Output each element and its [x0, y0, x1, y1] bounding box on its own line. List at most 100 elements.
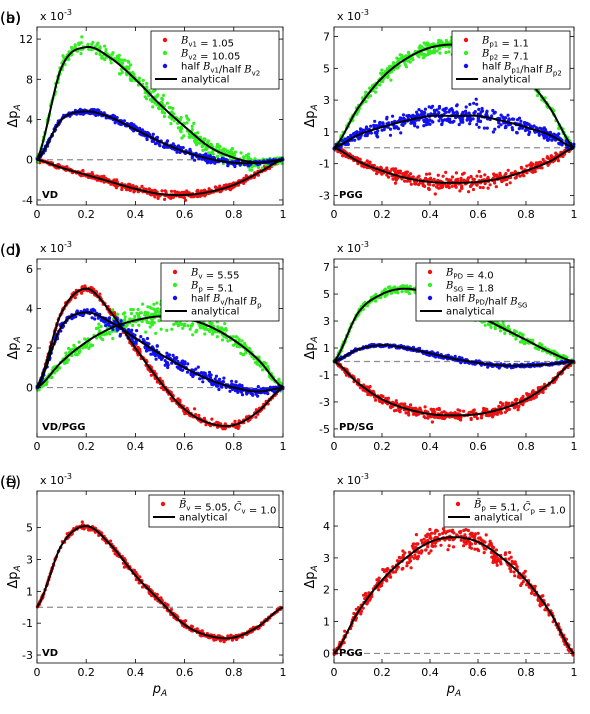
data-point: [230, 380, 233, 383]
data-point: [405, 114, 408, 117]
data-point: [528, 131, 531, 134]
data-point: [189, 135, 192, 138]
data-point: [228, 390, 231, 393]
data-point: [428, 188, 431, 191]
data-point: [241, 339, 244, 342]
data-point: [146, 138, 149, 141]
data-point: [151, 313, 154, 316]
data-point: [478, 170, 481, 173]
data-point: [148, 321, 151, 324]
y-tick-label: 3: [323, 94, 330, 107]
data-point: [110, 61, 113, 64]
data-point: [203, 332, 206, 335]
data-point: [78, 341, 81, 344]
data-point: [522, 174, 525, 177]
y-tick-label: -4: [22, 194, 33, 207]
data-point: [516, 118, 519, 121]
data-point: [156, 93, 159, 96]
data-point: [507, 169, 510, 172]
data-point: [82, 314, 85, 317]
y-axis-label: ΔpA: [6, 336, 23, 359]
x-tick-label: 0: [34, 440, 41, 453]
data-point: [127, 61, 130, 64]
data-point: [214, 185, 217, 188]
data-point: [435, 185, 438, 188]
data-point: [167, 363, 170, 366]
data-point: [81, 169, 84, 172]
data-point: [467, 117, 470, 120]
x-tick-label: 0.8: [517, 208, 535, 221]
data-point: [130, 329, 133, 332]
legend-dot-marker: [173, 283, 177, 287]
data-point: [540, 166, 543, 169]
data-point: [399, 116, 402, 119]
data-point: [436, 49, 439, 52]
data-point: [412, 122, 415, 125]
data-point: [133, 315, 136, 318]
data-point: [446, 184, 449, 187]
data-point: [479, 186, 482, 189]
data-point: [182, 134, 185, 137]
legend-dot-marker: [173, 296, 177, 300]
data-point: [469, 175, 472, 178]
data-point: [157, 197, 160, 200]
x-tick-label: 0.4: [127, 208, 145, 221]
data-point: [194, 330, 197, 333]
data-point: [226, 149, 229, 152]
data-point: [192, 122, 195, 125]
data-point: [487, 187, 490, 190]
data-point: [193, 407, 196, 410]
data-point: [167, 196, 170, 199]
data-point: [234, 151, 237, 154]
data-point: [206, 328, 209, 331]
data-point: [229, 149, 232, 152]
data-point: [417, 183, 420, 186]
data-point: [472, 117, 475, 120]
data-point: [177, 397, 180, 400]
x-tick-label: 0.6: [176, 440, 194, 453]
panel-letter: (b): [0, 9, 21, 27]
data-point: [511, 128, 514, 131]
data-point: [100, 325, 103, 328]
data-point: [221, 338, 224, 341]
data-point: [478, 126, 481, 129]
data-point: [193, 159, 196, 162]
y-axis-label: ΔpA: [303, 104, 320, 127]
data-point: [437, 174, 440, 177]
data-point: [179, 126, 182, 129]
data-point: [197, 366, 200, 369]
data-point: [144, 311, 147, 314]
data-point: [91, 316, 94, 319]
data-point: [392, 167, 395, 170]
data-point: [448, 109, 451, 112]
data-point: [396, 126, 399, 129]
data-point: [164, 364, 167, 367]
data-point: [111, 337, 114, 340]
data-point: [389, 79, 392, 82]
data-point: [215, 375, 218, 378]
data-point: [378, 83, 381, 86]
data-point: [402, 113, 405, 116]
data-point: [417, 175, 420, 178]
data-point: [217, 388, 220, 391]
data-point: [492, 130, 495, 133]
data-point: [445, 119, 448, 122]
data-point: [391, 115, 394, 118]
data-point: [373, 120, 376, 123]
data-point: [137, 324, 140, 327]
data-point: [404, 54, 407, 57]
data-point: [538, 134, 541, 137]
data-point: [163, 111, 166, 114]
data-point: [502, 179, 505, 182]
data-point: [119, 333, 122, 336]
data-point: [495, 185, 498, 188]
data-point: [240, 151, 243, 154]
data-point: [180, 116, 183, 119]
data-point: [222, 147, 225, 150]
data-point: [480, 110, 483, 113]
data-point: [476, 183, 479, 186]
y-tick-label: 7: [323, 31, 330, 44]
x-tick-label: 0.6: [176, 208, 194, 221]
